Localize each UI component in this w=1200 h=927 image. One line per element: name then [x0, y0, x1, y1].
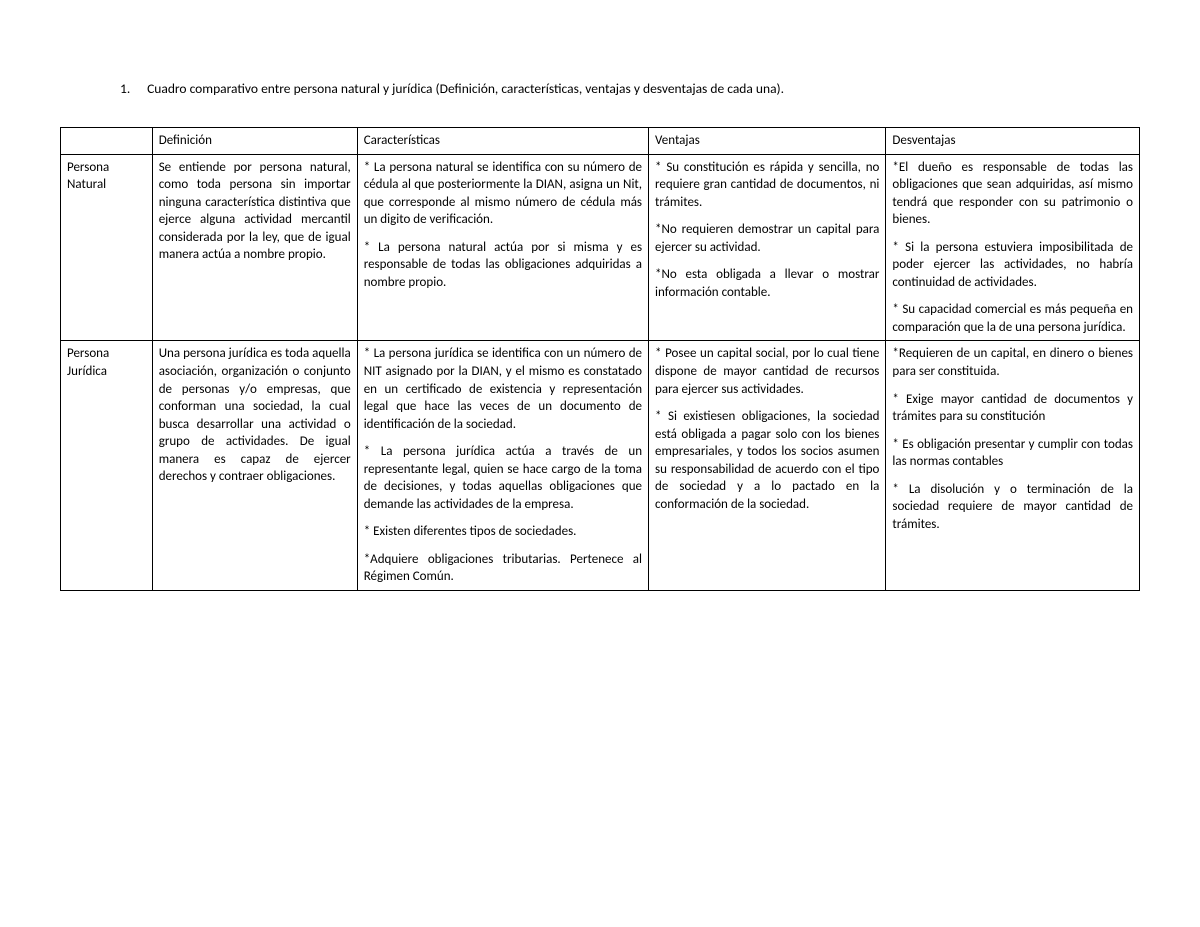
cell-text: * La persona jurídica actúa a través de … [364, 443, 642, 513]
cell-text: * La persona jurídica se identifica con … [364, 345, 642, 433]
cell-text: Una persona jurídica es toda aquella aso… [159, 345, 351, 485]
row-persona-juridica: Persona Jurídica Una persona jurídica es… [61, 341, 1140, 591]
document-title: 1. Cuadro comparativo entre persona natu… [120, 80, 1140, 97]
cell-text: * La persona natural se identifica con s… [364, 159, 642, 229]
cell-text: * Existen diferentes tipos de sociedades… [364, 523, 642, 541]
header-desventajas: Desventajas [886, 128, 1140, 155]
cell-text: *No requieren demostrar un capital para … [655, 221, 879, 256]
cell-text: * La persona natural actúa por si misma … [364, 239, 642, 292]
cell-natural-desventajas: *El dueño es responsable de todas las ob… [886, 154, 1140, 341]
cell-text: *No esta obligada a llevar o mostrar inf… [655, 266, 879, 301]
cell-text: *El dueño es responsable de todas las ob… [892, 159, 1133, 229]
comparison-table: Definición Características Ventajas Desv… [60, 127, 1140, 591]
cell-text: *Adquiere obligaciones tributarias. Pert… [364, 551, 642, 586]
row-persona-natural: Persona Natural Se entiende por persona … [61, 154, 1140, 341]
cell-text: *Requieren de un capital, en dinero o bi… [892, 345, 1133, 380]
cell-natural-ventajas: * Su constitución es rápida y sencilla, … [649, 154, 886, 341]
title-number: 1. [120, 80, 144, 97]
cell-natural-definicion: Se entiende por persona natural, como to… [152, 154, 357, 341]
cell-text: * Su capacidad comercial es más pequeña … [892, 301, 1133, 336]
cell-juridica-desventajas: *Requieren de un capital, en dinero o bi… [886, 341, 1140, 591]
cell-text: * Si la persona estuviera imposibilitada… [892, 239, 1133, 292]
header-definicion: Definición [152, 128, 357, 155]
cell-juridica-caracteristicas: * La persona jurídica se identifica con … [357, 341, 648, 591]
cell-text: * Es obligación presentar y cumplir con … [892, 436, 1133, 471]
cell-juridica-ventajas: * Posee un capital social, por lo cual t… [649, 341, 886, 591]
row-label-juridica: Persona Jurídica [61, 341, 153, 591]
cell-text: * Su constitución es rápida y sencilla, … [655, 159, 879, 212]
cell-text: * Si existiesen obligaciones, la socieda… [655, 408, 879, 513]
table-header-row: Definición Características Ventajas Desv… [61, 128, 1140, 155]
cell-text: * La disolución y o terminación de la so… [892, 481, 1133, 534]
header-caracteristicas: Características [357, 128, 648, 155]
header-ventajas: Ventajas [649, 128, 886, 155]
cell-natural-caracteristicas: * La persona natural se identifica con s… [357, 154, 648, 341]
cell-text: * Exige mayor cantidad de documentos y t… [892, 391, 1133, 426]
cell-juridica-definicion: Una persona jurídica es toda aquella aso… [152, 341, 357, 591]
title-text: Cuadro comparativo entre persona natural… [147, 80, 784, 97]
cell-text: Se entiende por persona natural, como to… [159, 159, 351, 264]
cell-text: * Posee un capital social, por lo cual t… [655, 345, 879, 398]
header-blank [61, 128, 153, 155]
row-label-natural: Persona Natural [61, 154, 153, 341]
